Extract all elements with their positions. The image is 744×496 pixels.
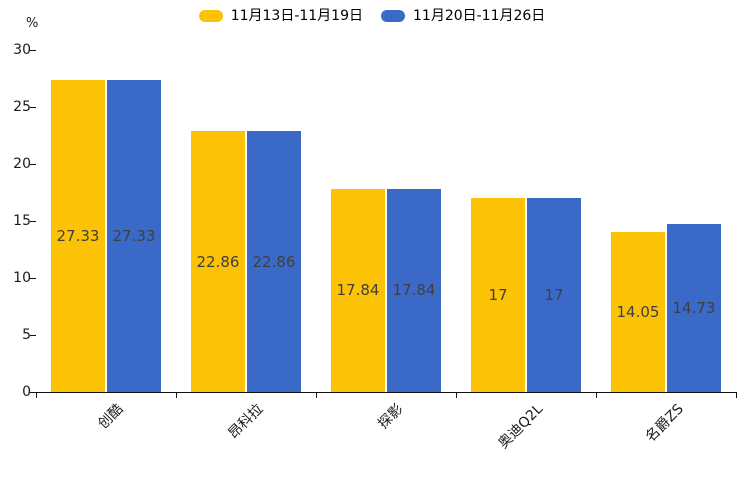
bar-series2-名爵ZS[interactable]: 14.73	[667, 224, 721, 392]
y-tick-mark	[30, 164, 36, 165]
y-tick-mark	[30, 335, 36, 336]
y-tick-label: 5	[22, 327, 31, 343]
x-tick-mark	[176, 392, 177, 398]
bar-value-label: 17.84	[336, 281, 380, 300]
bar-series1-名爵ZS[interactable]: 14.05	[611, 231, 665, 392]
legend-label-week2: 11月20日-11月26日	[413, 8, 546, 24]
bar-value-label: 14.05	[616, 302, 660, 321]
plot-area: 27.33 22.86 17.84 17 14.05 27.33 22.86 17.84 17 1…	[36, 50, 736, 392]
bar-value-label: 22.86	[252, 252, 296, 271]
bar-value-label: 22.86	[196, 252, 240, 271]
bar-series1-创酷[interactable]: 27.33	[51, 80, 105, 392]
y-tick-mark	[30, 392, 36, 393]
x-category-label-探影: 探影	[375, 401, 407, 433]
legend-item-week1[interactable]: 11月13日-11月19日	[198, 8, 363, 24]
legend: 11月13日-11月19日 11月20日-11月26日	[0, 8, 744, 24]
y-tick-mark	[30, 50, 36, 51]
bar-value-label: 27.33	[56, 227, 100, 246]
x-category-label-昂科拉: 昂科拉	[225, 401, 267, 443]
bar-value-label: 17	[488, 286, 508, 305]
legend-label-week1: 11月13日-11月19日	[230, 8, 363, 24]
x-tick-mark	[456, 392, 457, 398]
x-category-label-创酷: 创酷	[95, 401, 127, 433]
bar-value-label: 14.73	[672, 299, 716, 318]
bar-series1-探影[interactable]: 17.84	[331, 188, 385, 392]
bar-series1-奥迪Q2L[interactable]: 17	[471, 198, 525, 392]
bar-series2-昂科拉[interactable]: 22.86	[247, 131, 301, 392]
y-axis-unit-label: %	[26, 16, 39, 31]
y-tick-label: 25	[13, 99, 31, 115]
bar-series2-创酷[interactable]: 27.33	[107, 80, 161, 392]
bar-value-label: 17	[544, 286, 564, 305]
x-category-label-奥迪Q2L: 奥迪Q2L	[495, 401, 547, 452]
bar-series2-探影[interactable]: 17.84	[387, 188, 441, 392]
x-tick-mark	[36, 392, 37, 398]
y-tick-label: 15	[13, 213, 31, 229]
y-tick-mark	[30, 221, 36, 222]
legend-swatch-week2-icon	[381, 10, 405, 22]
y-tick-label: 20	[13, 156, 31, 172]
y-tick-mark	[30, 107, 36, 108]
y-tick-mark	[30, 278, 36, 279]
x-tick-mark	[596, 392, 597, 398]
y-tick-label: 30	[13, 42, 31, 58]
y-tick-label: 0	[22, 384, 31, 400]
x-axis-line	[36, 392, 737, 393]
bar-series2-奥迪Q2L[interactable]: 17	[527, 198, 581, 392]
x-tick-mark	[316, 392, 317, 398]
bar-value-label: 27.33	[112, 227, 156, 246]
bar-series1-昂科拉[interactable]: 22.86	[191, 131, 245, 392]
y-tick-label: 10	[13, 270, 31, 286]
legend-item-week2[interactable]: 11月20日-11月26日	[381, 8, 545, 24]
legend-swatch-week1-icon	[198, 10, 223, 22]
bar-value-label: 17.84	[392, 281, 436, 300]
x-category-label-名爵ZS: 名爵ZS	[642, 401, 687, 446]
x-tick-mark	[736, 392, 737, 398]
